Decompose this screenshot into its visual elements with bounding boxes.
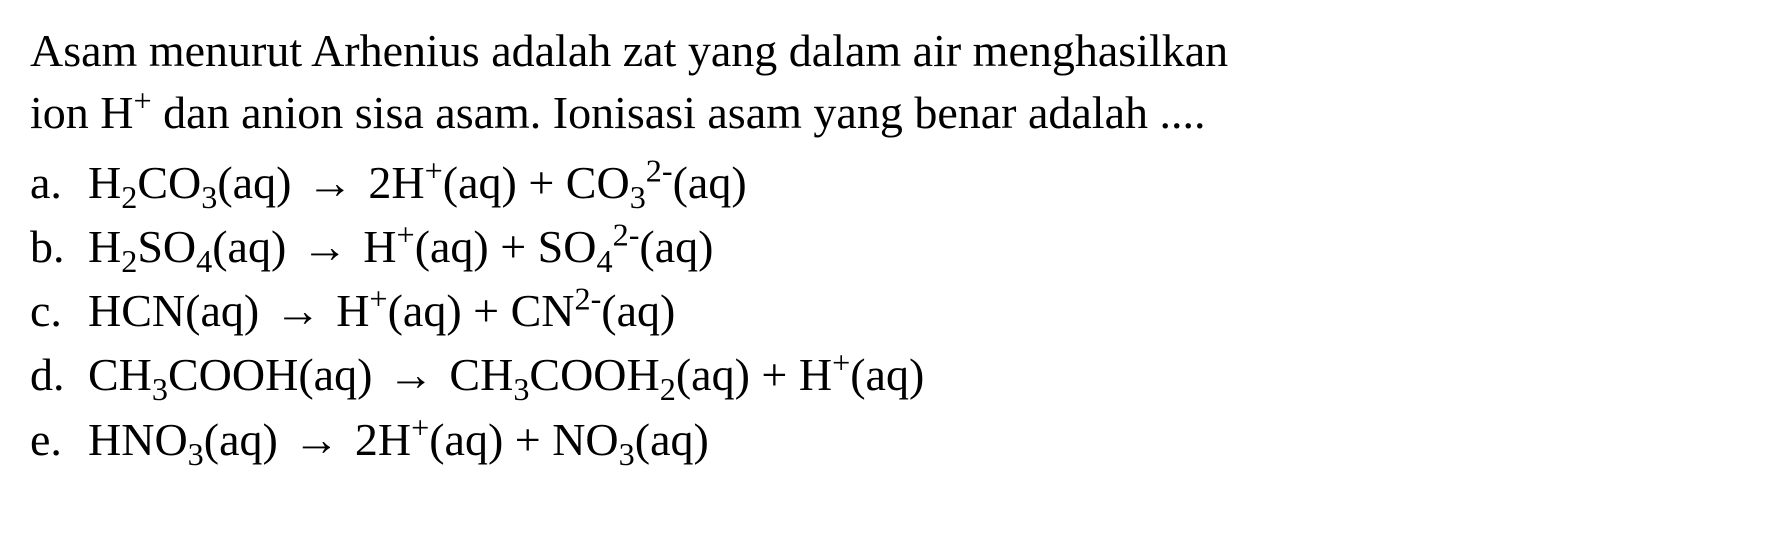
question-line1: Asam menurut Arhenius adalah zat yang da…	[30, 25, 1228, 76]
subscript: 3	[152, 372, 168, 408]
formula-text: (aq)	[639, 221, 713, 272]
superscript: 2-	[574, 281, 601, 317]
option-content: H2CO3(aq) → 2H+(aq) + CO32-(aq)	[88, 152, 747, 214]
options-list: a. H2CO3(aq) → 2H+(aq) + CO32-(aq) b. H2…	[30, 152, 1740, 470]
option-d: d. CH3COOH(aq) → CH3COOH2(aq) + H+(aq)	[30, 344, 1740, 406]
option-letter: d.	[30, 344, 88, 406]
subscript: 2	[121, 243, 137, 279]
question-line2-sup: +	[134, 83, 152, 119]
formula-text: (aq)	[601, 285, 675, 336]
formula-text: (aq)	[635, 414, 709, 465]
formula-text: COOH	[529, 349, 659, 400]
subscript: 4	[196, 243, 212, 279]
formula-text: (aq)	[212, 221, 298, 272]
reaction-arrow-icon: →	[302, 216, 348, 278]
subscript: 2	[121, 179, 137, 215]
formula-text: (aq) + SO	[415, 221, 597, 272]
formula-text: 2H	[343, 414, 411, 465]
formula-text: (aq)	[204, 414, 290, 465]
reaction-arrow-icon: →	[293, 409, 339, 471]
formula-text: 2H	[357, 157, 425, 208]
subscript: 3	[619, 436, 635, 472]
option-a: a. H2CO3(aq) → 2H+(aq) + CO32-(aq)	[30, 152, 1740, 214]
subscript: 3	[201, 179, 217, 215]
superscript: +	[369, 281, 387, 317]
superscript: +	[411, 409, 429, 445]
reaction-arrow-icon: →	[388, 344, 434, 406]
formula-text: H	[88, 221, 121, 272]
superscript: 2-	[613, 217, 640, 253]
formula-text: (aq) + CO	[443, 157, 630, 208]
formula-text: H	[325, 285, 370, 336]
option-c: c. HCN(aq) → H+(aq) + CN2-(aq)	[30, 280, 1740, 342]
option-e: e. HNO3(aq) → 2H+(aq) + NO3(aq)	[30, 409, 1740, 471]
superscript: +	[425, 153, 443, 189]
option-b: b. H2SO4(aq) → H+(aq) + SO42-(aq)	[30, 216, 1740, 278]
reaction-arrow-icon: →	[307, 152, 353, 214]
formula-text: CH	[438, 349, 513, 400]
formula-text: HCN(aq)	[88, 285, 271, 336]
subscript: 3	[630, 179, 646, 215]
formula-text: SO	[137, 221, 196, 272]
superscript: +	[397, 217, 415, 253]
option-content: H2SO4(aq) → H+(aq) + SO42-(aq)	[88, 216, 713, 278]
option-letter: a.	[30, 152, 88, 214]
formula-text: COOH(aq)	[168, 349, 384, 400]
subscript: 4	[597, 243, 613, 279]
subscript: 2	[660, 372, 676, 408]
formula-text: H	[88, 157, 121, 208]
formula-text: H	[352, 221, 397, 272]
formula-text: (aq)	[850, 349, 924, 400]
option-content: HCN(aq) → H+(aq) + CN2-(aq)	[88, 280, 675, 342]
formula-text: (aq) + H	[676, 349, 832, 400]
question-line2-prefix: ion H	[30, 87, 134, 138]
option-content: HNO3(aq) → 2H+(aq) + NO3(aq)	[88, 409, 709, 471]
reaction-arrow-icon: →	[275, 280, 321, 342]
formula-text: CO	[137, 157, 201, 208]
subscript: 3	[188, 436, 204, 472]
question-stem: Asam menurut Arhenius adalah zat yang da…	[30, 20, 1740, 144]
formula-text: (aq)	[217, 157, 303, 208]
subscript: 3	[513, 372, 529, 408]
question-line2-suffix: dan anion sisa asam. Ionisasi asam yang …	[152, 87, 1206, 138]
formula-text: CH	[88, 349, 152, 400]
formula-text: (aq) + NO	[429, 414, 618, 465]
formula-text: (aq)	[673, 157, 747, 208]
formula-text: (aq) + CN	[388, 285, 575, 336]
formula-text: HNO	[88, 414, 188, 465]
superscript: +	[832, 345, 850, 381]
superscript: 2-	[646, 153, 673, 189]
option-letter: c.	[30, 280, 88, 342]
option-content: CH3COOH(aq) → CH3COOH2(aq) + H+(aq)	[88, 344, 924, 406]
option-letter: e.	[30, 409, 88, 471]
option-letter: b.	[30, 216, 88, 278]
